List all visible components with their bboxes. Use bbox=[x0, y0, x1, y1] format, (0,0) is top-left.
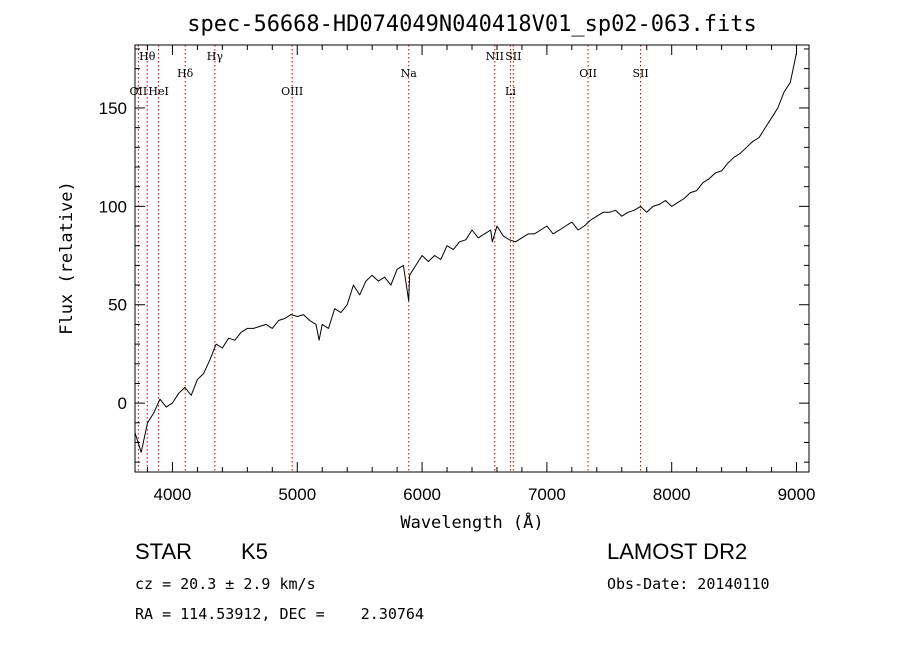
object-subclass: K5 bbox=[241, 539, 268, 564]
spectral-line-label: Hδ bbox=[177, 67, 194, 80]
spectrum-line bbox=[134, 52, 797, 453]
spectral-line-label: OII bbox=[130, 85, 148, 98]
x-axis: 4000 5000 6000 7000 8000 9000 bbox=[146, 45, 816, 504]
y-tick-label: 50 bbox=[108, 296, 127, 315]
spectrum-series bbox=[134, 52, 797, 453]
spectral-line-label: Hθ bbox=[139, 50, 156, 63]
y-tick-label: 150 bbox=[99, 99, 127, 118]
x-tick-label: 7000 bbox=[528, 485, 566, 504]
x-tick-label: 9000 bbox=[778, 485, 816, 504]
observation-date: Obs-Date: 20140110 bbox=[607, 575, 770, 593]
chart-title: spec-56668-HD074049N040418V01_sp02-063.f… bbox=[187, 12, 757, 37]
x-axis-label: Wavelength (Å) bbox=[400, 511, 543, 533]
x-tick-label: 6000 bbox=[403, 485, 441, 504]
spectral-line-label: Li bbox=[505, 85, 516, 98]
y-tick-label: 0 bbox=[118, 394, 127, 413]
plot-frame bbox=[134, 44, 810, 473]
x-tick-label: 4000 bbox=[154, 485, 192, 504]
spectral-line-label: OII bbox=[579, 67, 597, 80]
ra-dec-coordinates: RA = 114.53912, DEC = 2.30764 bbox=[135, 605, 424, 623]
object-class: STAR bbox=[135, 539, 193, 564]
spectral-line-label: NII bbox=[486, 50, 504, 63]
spectral-line-label: SII bbox=[633, 67, 649, 80]
y-axis: 0 50 100 150 bbox=[99, 48, 809, 463]
spectral-line-label: SII bbox=[505, 50, 521, 63]
survey-name: LAMOST DR2 bbox=[607, 539, 748, 564]
y-axis-label: Flux (relative) bbox=[57, 181, 77, 335]
y-tick-label: 100 bbox=[99, 197, 127, 216]
redshift-velocity: cz = 20.3 ± 2.9 km/s bbox=[135, 575, 316, 593]
x-tick-label: 5000 bbox=[278, 485, 316, 504]
spectral-line-label: HeI bbox=[148, 85, 168, 98]
spectral-line-label: Hγ bbox=[207, 50, 224, 63]
spectral-line-label: Na bbox=[401, 67, 418, 80]
spectral-line-label: OIII bbox=[281, 85, 303, 98]
x-tick-label: 8000 bbox=[653, 485, 691, 504]
